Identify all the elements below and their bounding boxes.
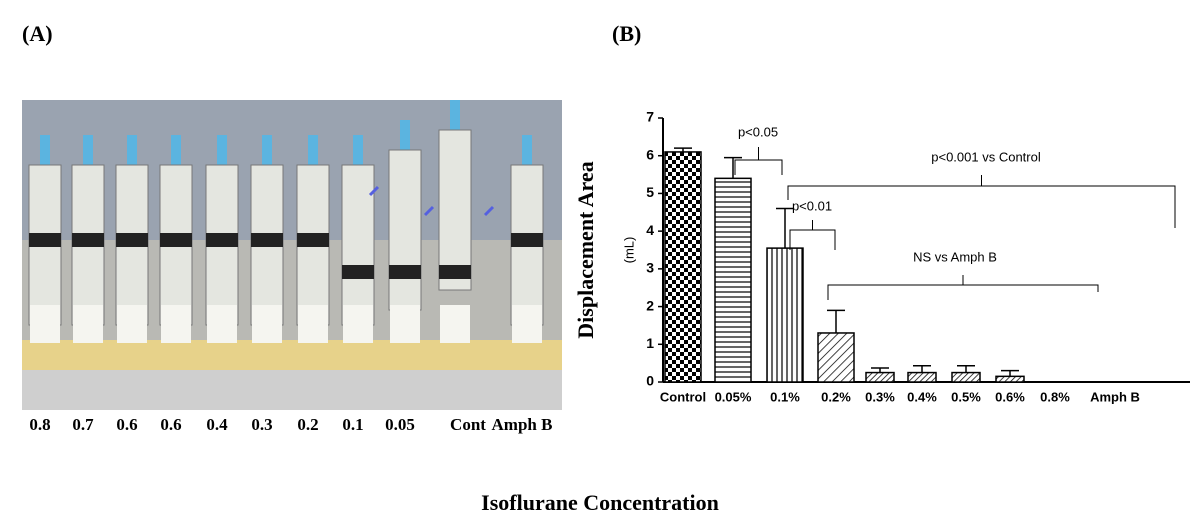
panel-label: (B) (612, 21, 641, 46)
bar (951, 371, 981, 383)
arrow (423, 205, 435, 217)
syringe-tip (171, 135, 181, 165)
photo-label: 0.3 (251, 415, 272, 434)
syringe-barrel (438, 129, 472, 291)
y-tick-label: 7 (646, 109, 654, 125)
plunger (251, 233, 283, 247)
y-tick-label: 0 (646, 373, 654, 389)
bar (907, 371, 937, 383)
y-axis-unit: (mL) (621, 237, 636, 264)
x-tick-label: 0.3% (865, 389, 895, 404)
x-tick-label: 0.1% (770, 389, 800, 404)
syringe-tip (522, 135, 532, 165)
bracket (787, 185, 1176, 228)
y-axis-title: Displacement Area (573, 161, 598, 338)
photo-label: 0.2 (297, 415, 318, 434)
tape-label (298, 305, 328, 343)
bar (766, 247, 804, 383)
plunger (511, 233, 543, 247)
x-tick-label: 0.4% (907, 389, 937, 404)
photo-label: 0.8 (29, 415, 50, 434)
syringe-tip (353, 135, 363, 165)
plunger (29, 233, 61, 247)
arrow (483, 205, 495, 217)
annotation: p<0.001 vs Control (931, 149, 1041, 164)
bracket (827, 284, 1099, 300)
tape-label (73, 305, 103, 343)
y-tick-label: 6 (646, 146, 654, 162)
bar (865, 371, 895, 383)
panel-label: (A) (22, 21, 53, 46)
x-tick-label: 0.6% (995, 389, 1025, 404)
bar (664, 151, 702, 383)
syringe-tip (83, 135, 93, 165)
tape-label (440, 305, 470, 343)
tape-label (117, 305, 147, 343)
plunger (160, 233, 192, 247)
bar (995, 375, 1025, 383)
x-tick-label: 0.2% (821, 389, 851, 404)
x-axis-title: Isoflurane Concentration (481, 490, 719, 515)
syringe-tip (40, 135, 50, 165)
plunger (297, 233, 329, 247)
tape-label (252, 305, 282, 343)
syringe-tip (400, 120, 410, 150)
plunger (342, 265, 374, 279)
annotation: NS vs Amph B (913, 249, 997, 264)
x-tick-label: Amph B (1090, 389, 1140, 404)
tape-label (512, 305, 542, 343)
plunger (389, 265, 421, 279)
x-tick-label: 0.8% (1040, 389, 1070, 404)
plunger (206, 233, 238, 247)
syringe-tip (308, 135, 318, 165)
x-tick-label: Control (660, 389, 706, 404)
photo-label: 0.1 (342, 415, 363, 434)
syringe-tip (262, 135, 272, 165)
photo-label: 0.4 (206, 415, 228, 434)
y-tick-label: 2 (646, 297, 654, 313)
bar (817, 332, 855, 383)
annotation: p<0.01 (792, 198, 832, 213)
photo-label: Amph B (492, 415, 553, 434)
syringe-tip (217, 135, 227, 165)
bracket (789, 229, 836, 250)
photo-label: 0.6 (116, 415, 137, 434)
photo-label: 0.6 (160, 415, 181, 434)
syringe-tip (127, 135, 137, 165)
y-tick-label: 1 (646, 335, 654, 351)
y-tick-label: 4 (646, 222, 654, 238)
annotation: p<0.05 (738, 124, 778, 139)
x-tick-label: 0.05% (715, 389, 752, 404)
photo-label: 0.05 (385, 415, 415, 434)
tape-label (161, 305, 191, 343)
syringe-barrel (388, 149, 422, 311)
y-tick-label: 5 (646, 184, 654, 200)
syringe-tip (450, 100, 460, 130)
photo-label: Cont (450, 415, 486, 434)
bracket (734, 159, 783, 175)
plunger (72, 233, 104, 247)
arrow (368, 185, 380, 197)
y-tick-label: 3 (646, 260, 654, 276)
x-tick-label: 0.5% (951, 389, 981, 404)
tape-label (30, 305, 60, 343)
syringe-barrel (341, 164, 375, 326)
tape-label (343, 305, 373, 343)
plunger (116, 233, 148, 247)
tape-label (390, 305, 420, 343)
tape-label (207, 305, 237, 343)
photo-label: 0.7 (72, 415, 94, 434)
photo (22, 100, 562, 410)
bar (714, 177, 752, 383)
plunger (439, 265, 471, 279)
